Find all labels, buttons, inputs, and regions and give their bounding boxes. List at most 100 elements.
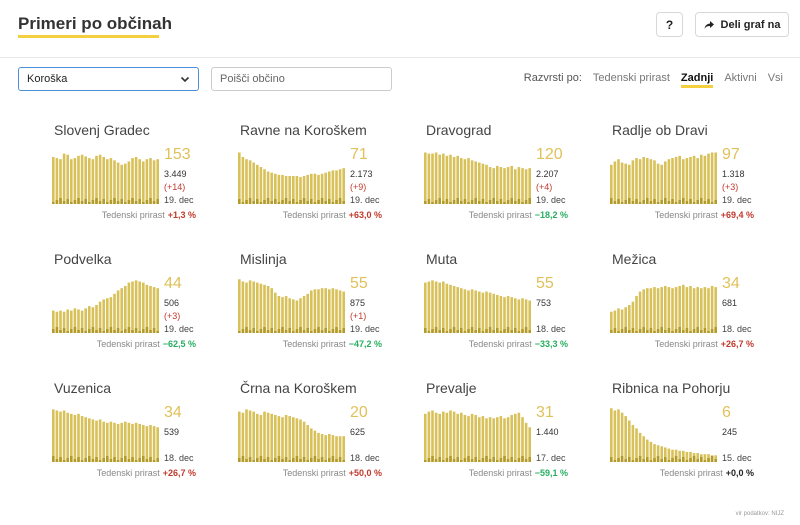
chart-bar [492, 293, 495, 333]
help-button[interactable]: ? [656, 12, 683, 37]
chart-bar-daily [277, 456, 281, 462]
chart-bar [328, 289, 331, 333]
chart-bar [427, 281, 431, 333]
share-button[interactable]: Deli graf na [695, 12, 789, 37]
chart-bar-daily [431, 456, 434, 462]
chart-bar-daily [284, 457, 288, 462]
chart-bar-daily [52, 456, 55, 462]
chart-bar [77, 309, 80, 333]
chart-bar [452, 411, 456, 462]
active-cases: 153 [164, 146, 191, 163]
chart-bar-daily [241, 329, 245, 333]
total-cases: 1.318 [722, 169, 745, 179]
chart-bar [517, 167, 521, 204]
chart-bar-daily [660, 327, 663, 333]
chart-bar-daily [628, 457, 631, 462]
sort-option-latest[interactable]: Zadnji [680, 72, 714, 88]
chart-bar-daily [510, 457, 513, 462]
chart-bar-daily [624, 200, 627, 204]
chart-bar [510, 165, 513, 204]
chart-bar-daily [467, 329, 470, 333]
weekly-growth-value: +26,7 % [162, 468, 196, 478]
chart-bar-daily [145, 459, 149, 462]
weekly-growth-label: Tedenski prirast [468, 210, 532, 220]
chart-bar-daily [496, 201, 499, 204]
chart-bar-daily [424, 460, 427, 462]
municipality-card[interactable]: Podvelka 44 506 (+3) 19. dec Tedenski prirast… [52, 251, 254, 371]
chart-bar [134, 280, 138, 333]
municipality-card[interactable]: Ribnica na Pohorju 6 245 15. dec Tedenski pr… [610, 380, 800, 500]
region-select[interactable]: Koroška [18, 67, 199, 91]
chart-bar [80, 310, 84, 333]
municipality-card[interactable]: Muta 55 753 18. dec Tedenski prirast −33,3 % [424, 251, 626, 371]
chart-bar [485, 164, 488, 204]
chart-bar-daily [456, 457, 459, 462]
chart-bar-daily [98, 201, 102, 204]
chart-bar-daily [682, 457, 685, 462]
municipality-card[interactable]: Črna na Koroškem 20 625 18. dec Tedenski pri… [238, 380, 440, 500]
chart-bar [424, 413, 427, 462]
chart-bar-daily [488, 327, 492, 333]
chart-bar-daily [685, 328, 689, 333]
chart-bar-daily [106, 329, 109, 333]
sort-option-active[interactable]: Aktivni [724, 72, 757, 84]
chart-bar [610, 164, 613, 204]
chart-bar-daily [55, 459, 59, 462]
chart-bar [342, 436, 345, 462]
chart-bar-daily [102, 199, 105, 204]
chart-bar [624, 307, 627, 333]
chart-bar [95, 155, 98, 204]
chart-bar-daily [481, 458, 485, 462]
chart-bar-daily [678, 459, 681, 462]
municipality-card[interactable]: Radlje ob Dravi 97 1.318 (+3) 19. dec Tedensk… [610, 122, 800, 242]
municipality-card[interactable]: Ravne na Koroškem 71 2.173 (+9) 19. dec Teden… [238, 122, 440, 242]
sort-option-all[interactable]: Vsi [767, 72, 783, 84]
chart-bar [628, 305, 631, 333]
chart-bar-daily [335, 200, 338, 204]
chart-bar [324, 435, 327, 462]
sort-label: Razvrsti po: [523, 72, 582, 84]
chart-bar-daily [156, 331, 159, 333]
search-input[interactable]: Poišči občino [211, 67, 392, 91]
chart-bar [452, 156, 456, 204]
chart-bar [281, 417, 284, 462]
chart-bar [528, 300, 531, 333]
sort-option-weekly-growth[interactable]: Tedenski prirast [592, 72, 670, 84]
chart-bar-daily [245, 200, 248, 204]
municipality-card[interactable]: Mežica 34 681 18. dec Tedenski prirast +26,7 … [610, 251, 800, 371]
chart-bar [131, 281, 134, 333]
weekly-growth-label: Tedenski prirast [96, 339, 160, 349]
chart-bar-daily [485, 202, 488, 204]
mini-bar-chart [610, 152, 717, 204]
chart-bar-daily [328, 199, 331, 204]
chart-bar-daily [703, 460, 707, 462]
chart-bar-daily [649, 328, 653, 333]
municipality-card[interactable]: Vuzenica 34 539 18. dec Tedenski prirast +26,… [52, 380, 254, 500]
chart-bar [52, 409, 55, 462]
chart-bar [88, 418, 91, 462]
chart-bar [331, 435, 335, 462]
chart-bar [241, 281, 245, 333]
chart-bar-daily [646, 198, 649, 204]
chart-bar-daily [149, 330, 152, 333]
municipality-card[interactable]: Dravograd 120 2.207 (+4) 19. dec Tedenski pri… [424, 122, 626, 242]
chart-bar-daily [631, 328, 635, 333]
municipality-card[interactable]: Prevalje 31 1.440 17. dec Tedenski prirast −5… [424, 380, 626, 500]
weekly-growth-label: Tedenski prirast [282, 339, 346, 349]
chart-bar [248, 410, 252, 462]
municipality-card[interactable]: Mislinja 55 875 (+1) 19. dec Tedenski prirast… [238, 251, 440, 371]
chart-bar [317, 432, 320, 462]
chart-bar-daily [252, 201, 255, 204]
chart-bar [649, 441, 653, 462]
chart-bar [241, 412, 245, 462]
chart-bar-daily [452, 327, 456, 333]
chart-bar-daily [113, 330, 116, 333]
chart-bar-daily [714, 200, 717, 204]
municipality-card[interactable]: Slovenj Gradec 153 3.449 (+14) 19. dec Tedens… [52, 122, 254, 242]
chart-bar-daily [120, 331, 123, 333]
chart-bar [427, 153, 431, 204]
chart-bar [124, 163, 127, 204]
chart-bar-daily [248, 330, 252, 333]
chart-bar [152, 287, 156, 333]
chart-bar-daily [642, 459, 645, 462]
